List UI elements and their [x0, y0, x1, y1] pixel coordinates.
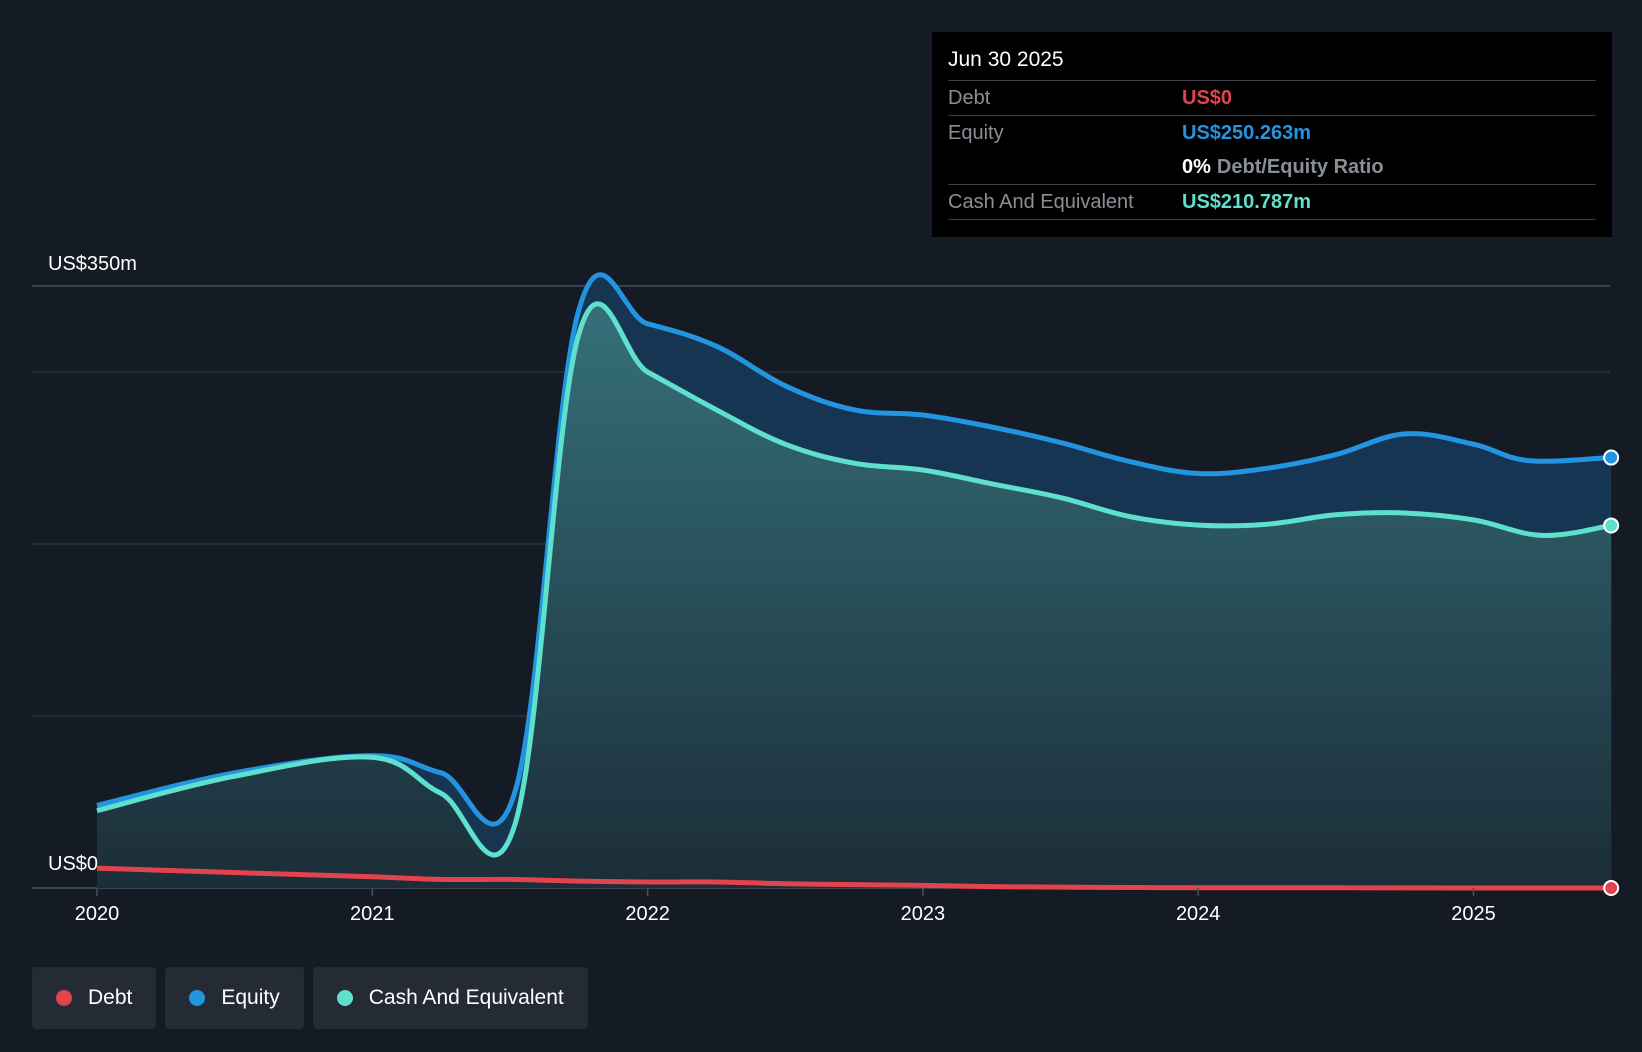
tooltip-cash-value: US$210.787m — [1182, 190, 1311, 213]
x-tick-label: 2020 — [75, 903, 120, 925]
x-tick-label: 2021 — [350, 903, 395, 925]
x-tick-label: 2024 — [1176, 903, 1221, 925]
legend-label-cash: Cash And Equivalent — [368, 986, 564, 1009]
cash-line — [96, 301, 1612, 858]
cash-end-marker — [1603, 517, 1620, 534]
tooltip-equity-label: Equity — [948, 121, 1004, 144]
legend: Debt Equity Cash And Equivalent — [32, 967, 588, 1029]
tooltip-debt-value: US$0 — [1182, 86, 1233, 109]
legend-label-debt: Debt — [88, 986, 133, 1009]
end-markers — [1603, 449, 1620, 896]
equity-end-marker — [1603, 449, 1620, 466]
x-tick-label: 2025 — [1451, 903, 1496, 925]
equity-line — [96, 272, 1612, 827]
tooltip-ratio-label: Debt/Equity Ratio — [1216, 155, 1384, 178]
legend-item-cash[interactable]: Cash And Equivalent — [312, 967, 588, 1029]
y-axis-top-label: US$350m — [48, 253, 137, 275]
tooltip: Jun 30 2025 Debt US$0 Equity US$250.263m… — [932, 32, 1612, 237]
tooltip-equity-value: US$250.263m — [1182, 121, 1311, 144]
tooltip-ratio-value: 0% — [1182, 155, 1211, 178]
tooltip-ratio-row: 0% Debt/Equity Ratio — [948, 150, 1596, 184]
y-axis-bottom-label: US$0 — [48, 853, 98, 875]
x-tick-label: 2023 — [901, 903, 946, 925]
legend-item-equity[interactable]: Equity — [165, 967, 304, 1029]
tooltip-cash-label: Cash And Equivalent — [948, 190, 1134, 213]
legend-item-debt[interactable]: Debt — [32, 967, 157, 1029]
tooltip-date: Jun 30 2025 — [948, 48, 1064, 71]
debt-end-marker — [1603, 880, 1620, 896]
x-axis: 2020 2021 2022 2023 2024 2025 — [75, 888, 1496, 925]
x-tick-label: 2022 — [625, 903, 670, 925]
tooltip-cash-row: Cash And Equivalent US$210.787m — [948, 184, 1596, 220]
tooltip-debt-row: Debt US$0 — [948, 80, 1596, 115]
debt-line — [96, 865, 1612, 891]
legend-label-equity: Equity — [221, 986, 280, 1009]
equity-dot-icon — [189, 990, 206, 1006]
cash-dot-icon — [336, 990, 353, 1006]
tooltip-equity-row: Equity US$250.263m — [948, 115, 1596, 150]
tooltip-debt-label: Debt — [948, 86, 991, 109]
debt-dot-icon — [56, 990, 72, 1006]
cash-area — [97, 303, 1612, 889]
